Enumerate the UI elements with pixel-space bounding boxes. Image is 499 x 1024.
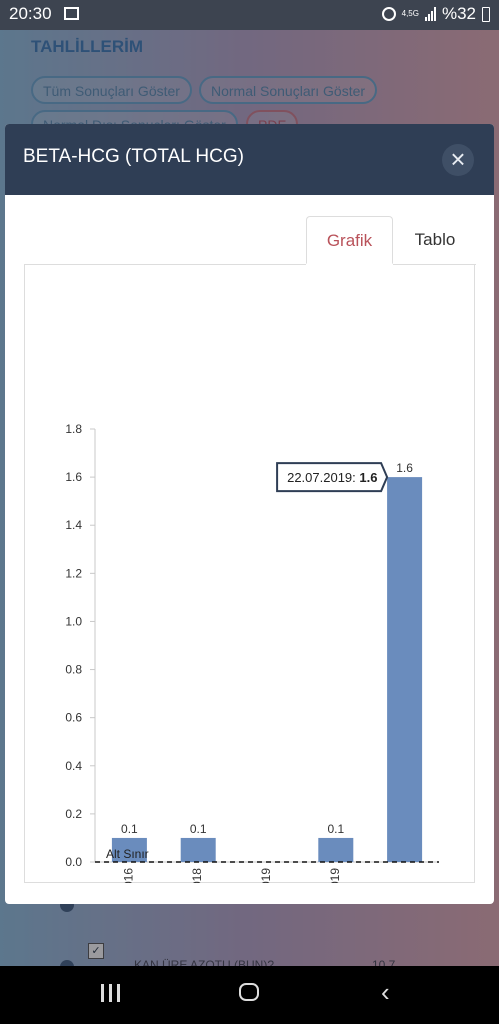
y-tick-label: 0.0 xyxy=(65,855,82,869)
home-icon[interactable] xyxy=(239,983,259,1001)
modal-title: BETA-HCG (TOTAL HCG) xyxy=(23,146,244,167)
y-tick-label: 1.0 xyxy=(65,614,82,628)
status-time: 20:30 xyxy=(9,4,52,23)
recent-apps-icon[interactable] xyxy=(101,984,120,1002)
status-icons: 4,5G %32 xyxy=(381,4,490,24)
x-tick-label: 25.11.2016 xyxy=(121,868,135,883)
show-normal-results-chip[interactable]: Normal Sonuçları Göster xyxy=(199,76,378,104)
battery-icon xyxy=(482,6,490,22)
signal-icon xyxy=(424,7,436,21)
bar xyxy=(111,837,147,862)
status-bar: 20:30 4,5G %32 xyxy=(0,0,499,30)
data-label: 0.1 xyxy=(327,822,344,836)
data-label: 1.6 xyxy=(396,461,413,475)
modal-header: BETA-HCG (TOTAL HCG) × xyxy=(5,124,494,195)
x-tick-label: 25.09.2018 xyxy=(190,868,204,883)
alarm-icon xyxy=(381,7,396,21)
y-tick-label: 1.8 xyxy=(65,422,82,436)
data-label: 0.1 xyxy=(190,822,207,836)
page-title: TAHLİLLERİM xyxy=(31,37,144,56)
tab-tablo[interactable]: Tablo xyxy=(414,230,456,249)
tab-divider xyxy=(393,264,476,265)
x-tick-label: 25.06.2019 xyxy=(328,868,342,883)
tab-grafik[interactable]: Grafik xyxy=(306,216,393,264)
y-tick-label: 1.2 xyxy=(65,566,82,580)
y-tick-label: 0.4 xyxy=(65,759,82,773)
row-checkbox[interactable]: ✓ xyxy=(88,943,104,959)
close-button[interactable]: × xyxy=(442,144,474,176)
y-tick-label: 0.8 xyxy=(65,663,82,677)
tab-divider xyxy=(24,264,306,265)
tooltip-box xyxy=(276,462,389,493)
x-tick-label: 30.04.2019 xyxy=(259,868,273,883)
y-tick-label: 0.2 xyxy=(65,807,82,821)
y-tick-label: 1.6 xyxy=(65,470,82,484)
image-icon xyxy=(64,7,79,20)
bar xyxy=(180,837,216,862)
y-tick-label: 1.4 xyxy=(65,518,82,532)
reference-line-label: Alt Sınır xyxy=(106,847,149,861)
bar-chart: 1.8 1.6 1.4 1.2 1.0 0.8 0.6 0.4 0.2 0.0 0.1 25.11.2… xyxy=(65,422,439,883)
bar xyxy=(387,477,423,862)
y-tick-label: 0.6 xyxy=(65,711,82,725)
result-modal: BETA-HCG (TOTAL HCG) × Grafik Tablo 1.8 1… xyxy=(5,124,494,904)
system-nav-bar: ‹ xyxy=(0,966,499,1024)
back-icon[interactable]: ‹ xyxy=(381,977,390,1007)
data-label: 0.1 xyxy=(121,822,138,836)
network-type: 4,5G xyxy=(401,9,419,18)
chart-panel: 1.8 1.6 1.4 1.2 1.0 0.8 0.6 0.4 0.2 0.0 0.1 25.11.2… xyxy=(24,264,475,883)
bar xyxy=(318,837,354,862)
show-all-results-chip[interactable]: Tüm Sonuçları Göster xyxy=(31,76,192,104)
tooltip-text: 22.07.2019: 1.6 xyxy=(287,470,377,485)
battery-text: %32 xyxy=(441,4,476,23)
